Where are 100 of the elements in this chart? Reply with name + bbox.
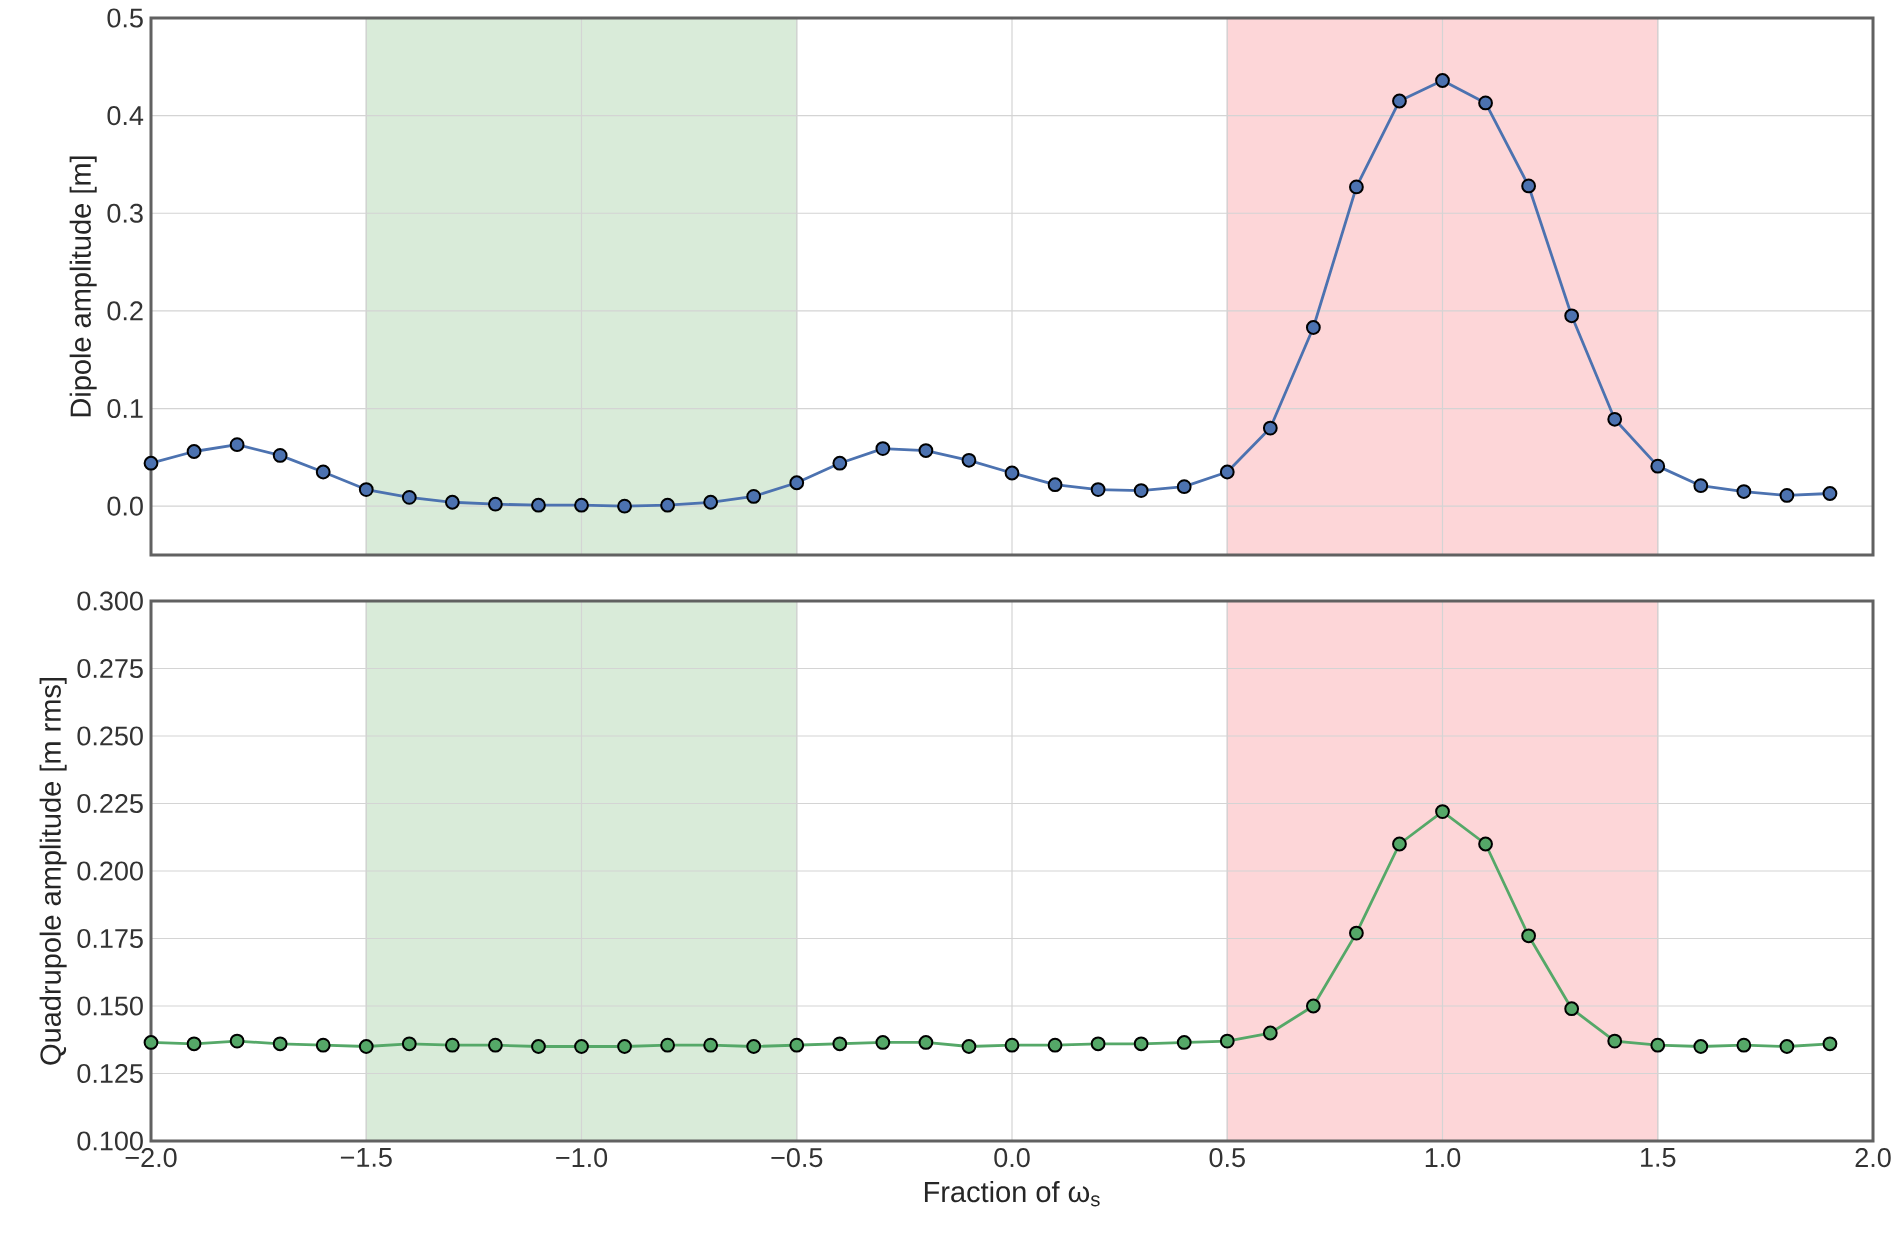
- point: [1779, 1039, 1795, 1054]
- point: [918, 443, 934, 458]
- y-tick-label: 0.150: [77, 996, 143, 1016]
- point: [531, 1039, 546, 1054]
- point: [272, 1036, 288, 1052]
- point: [1521, 928, 1537, 944]
- x-axis-title: Fraction of ω$_{s}$: [924, 1180, 1100, 1207]
- x-tick-label: 0.5: [1209, 1148, 1245, 1168]
- point: [401, 489, 417, 505]
- point: [1607, 411, 1623, 427]
- point: [1047, 1037, 1063, 1053]
- point: [746, 1039, 762, 1054]
- point: [272, 448, 288, 463]
- point: [229, 1033, 245, 1049]
- point: [488, 496, 503, 512]
- point: [789, 1037, 805, 1053]
- point: [186, 444, 202, 459]
- point: [875, 441, 891, 456]
- point: [1090, 1036, 1106, 1052]
- y-tick-label: 0.275: [77, 658, 143, 679]
- point: [746, 489, 762, 504]
- y-tick-label: 0.175: [77, 928, 143, 949]
- point: [1047, 477, 1063, 493]
- point: [617, 498, 632, 514]
- point: [444, 1037, 460, 1053]
- point: [488, 1037, 503, 1053]
- x-tick-label: −1.5: [340, 1148, 392, 1167]
- point: [444, 494, 460, 510]
- point: [1822, 486, 1838, 501]
- point: [1219, 1033, 1235, 1049]
- y-tick-label: 0.200: [77, 861, 143, 881]
- y-axis-title: Dipole amplitude [m]: [69, 156, 97, 417]
- x-tick-label: 2.0: [1855, 1148, 1891, 1168]
- point: [703, 494, 719, 510]
- y-tick-label: 0.1: [107, 398, 143, 419]
- y-tick-label: 0.2: [107, 301, 143, 321]
- point: [1693, 1039, 1709, 1054]
- point: [1176, 479, 1192, 495]
- point: [186, 1036, 202, 1052]
- point: [1004, 1037, 1020, 1053]
- point: [1736, 1037, 1752, 1053]
- y-tick-label: 0.225: [77, 793, 143, 814]
- x-tick-label: −1.0: [556, 1148, 608, 1168]
- point: [1607, 1033, 1623, 1049]
- point: [315, 464, 331, 480]
- point: [961, 452, 977, 468]
- point: [832, 455, 848, 471]
- y-tick-label: 0.5: [107, 8, 143, 28]
- point: [1090, 482, 1106, 497]
- point: [315, 1037, 331, 1053]
- point: [832, 1036, 848, 1052]
- point: [1392, 836, 1407, 852]
- point: [1521, 178, 1537, 194]
- point: [918, 1035, 934, 1050]
- point: [703, 1037, 719, 1053]
- y-tick-label: 0.3: [107, 203, 143, 223]
- y-tick-label: 0.250: [77, 726, 143, 746]
- point: [617, 1039, 632, 1054]
- point: [875, 1035, 891, 1050]
- point: [401, 1036, 417, 1052]
- point: [1822, 1036, 1838, 1052]
- point: [1478, 836, 1493, 852]
- point: [1564, 1001, 1580, 1017]
- point: [1478, 95, 1493, 111]
- point: [1305, 320, 1321, 335]
- point: [660, 497, 676, 513]
- point: [358, 1039, 374, 1054]
- point: [1133, 483, 1149, 498]
- point: [1392, 93, 1407, 109]
- point: [660, 1037, 676, 1053]
- y-tick-label: 0.125: [77, 1063, 143, 1084]
- point: [1650, 1037, 1666, 1053]
- y-tick-label: 0.0: [107, 496, 143, 516]
- point: [1779, 488, 1795, 503]
- x-tick-label: 0.0: [994, 1148, 1030, 1168]
- y-tick-label: 0.300: [77, 591, 143, 611]
- point: [143, 1035, 159, 1050]
- point: [229, 437, 245, 453]
- point: [1262, 420, 1278, 436]
- y-tick-label: 0.4: [107, 106, 144, 126]
- point: [1435, 73, 1450, 88]
- point: [1693, 478, 1709, 494]
- point: [143, 455, 159, 471]
- x-tick-label: 1.5: [1641, 1148, 1676, 1167]
- point: [1349, 925, 1364, 941]
- point: [961, 1039, 977, 1054]
- x-tick-label: 1.0: [1425, 1148, 1461, 1168]
- point: [1435, 804, 1450, 819]
- point: [1176, 1035, 1192, 1050]
- point: [1349, 179, 1364, 195]
- point: [531, 497, 546, 513]
- point: [1219, 464, 1235, 480]
- point: [1736, 484, 1752, 499]
- point: [1262, 1025, 1278, 1041]
- point: [574, 497, 589, 513]
- point: [789, 475, 805, 491]
- x-tick-label: −0.5: [771, 1148, 823, 1168]
- point: [1650, 458, 1666, 474]
- point: [1133, 1036, 1149, 1052]
- point: [1564, 308, 1580, 324]
